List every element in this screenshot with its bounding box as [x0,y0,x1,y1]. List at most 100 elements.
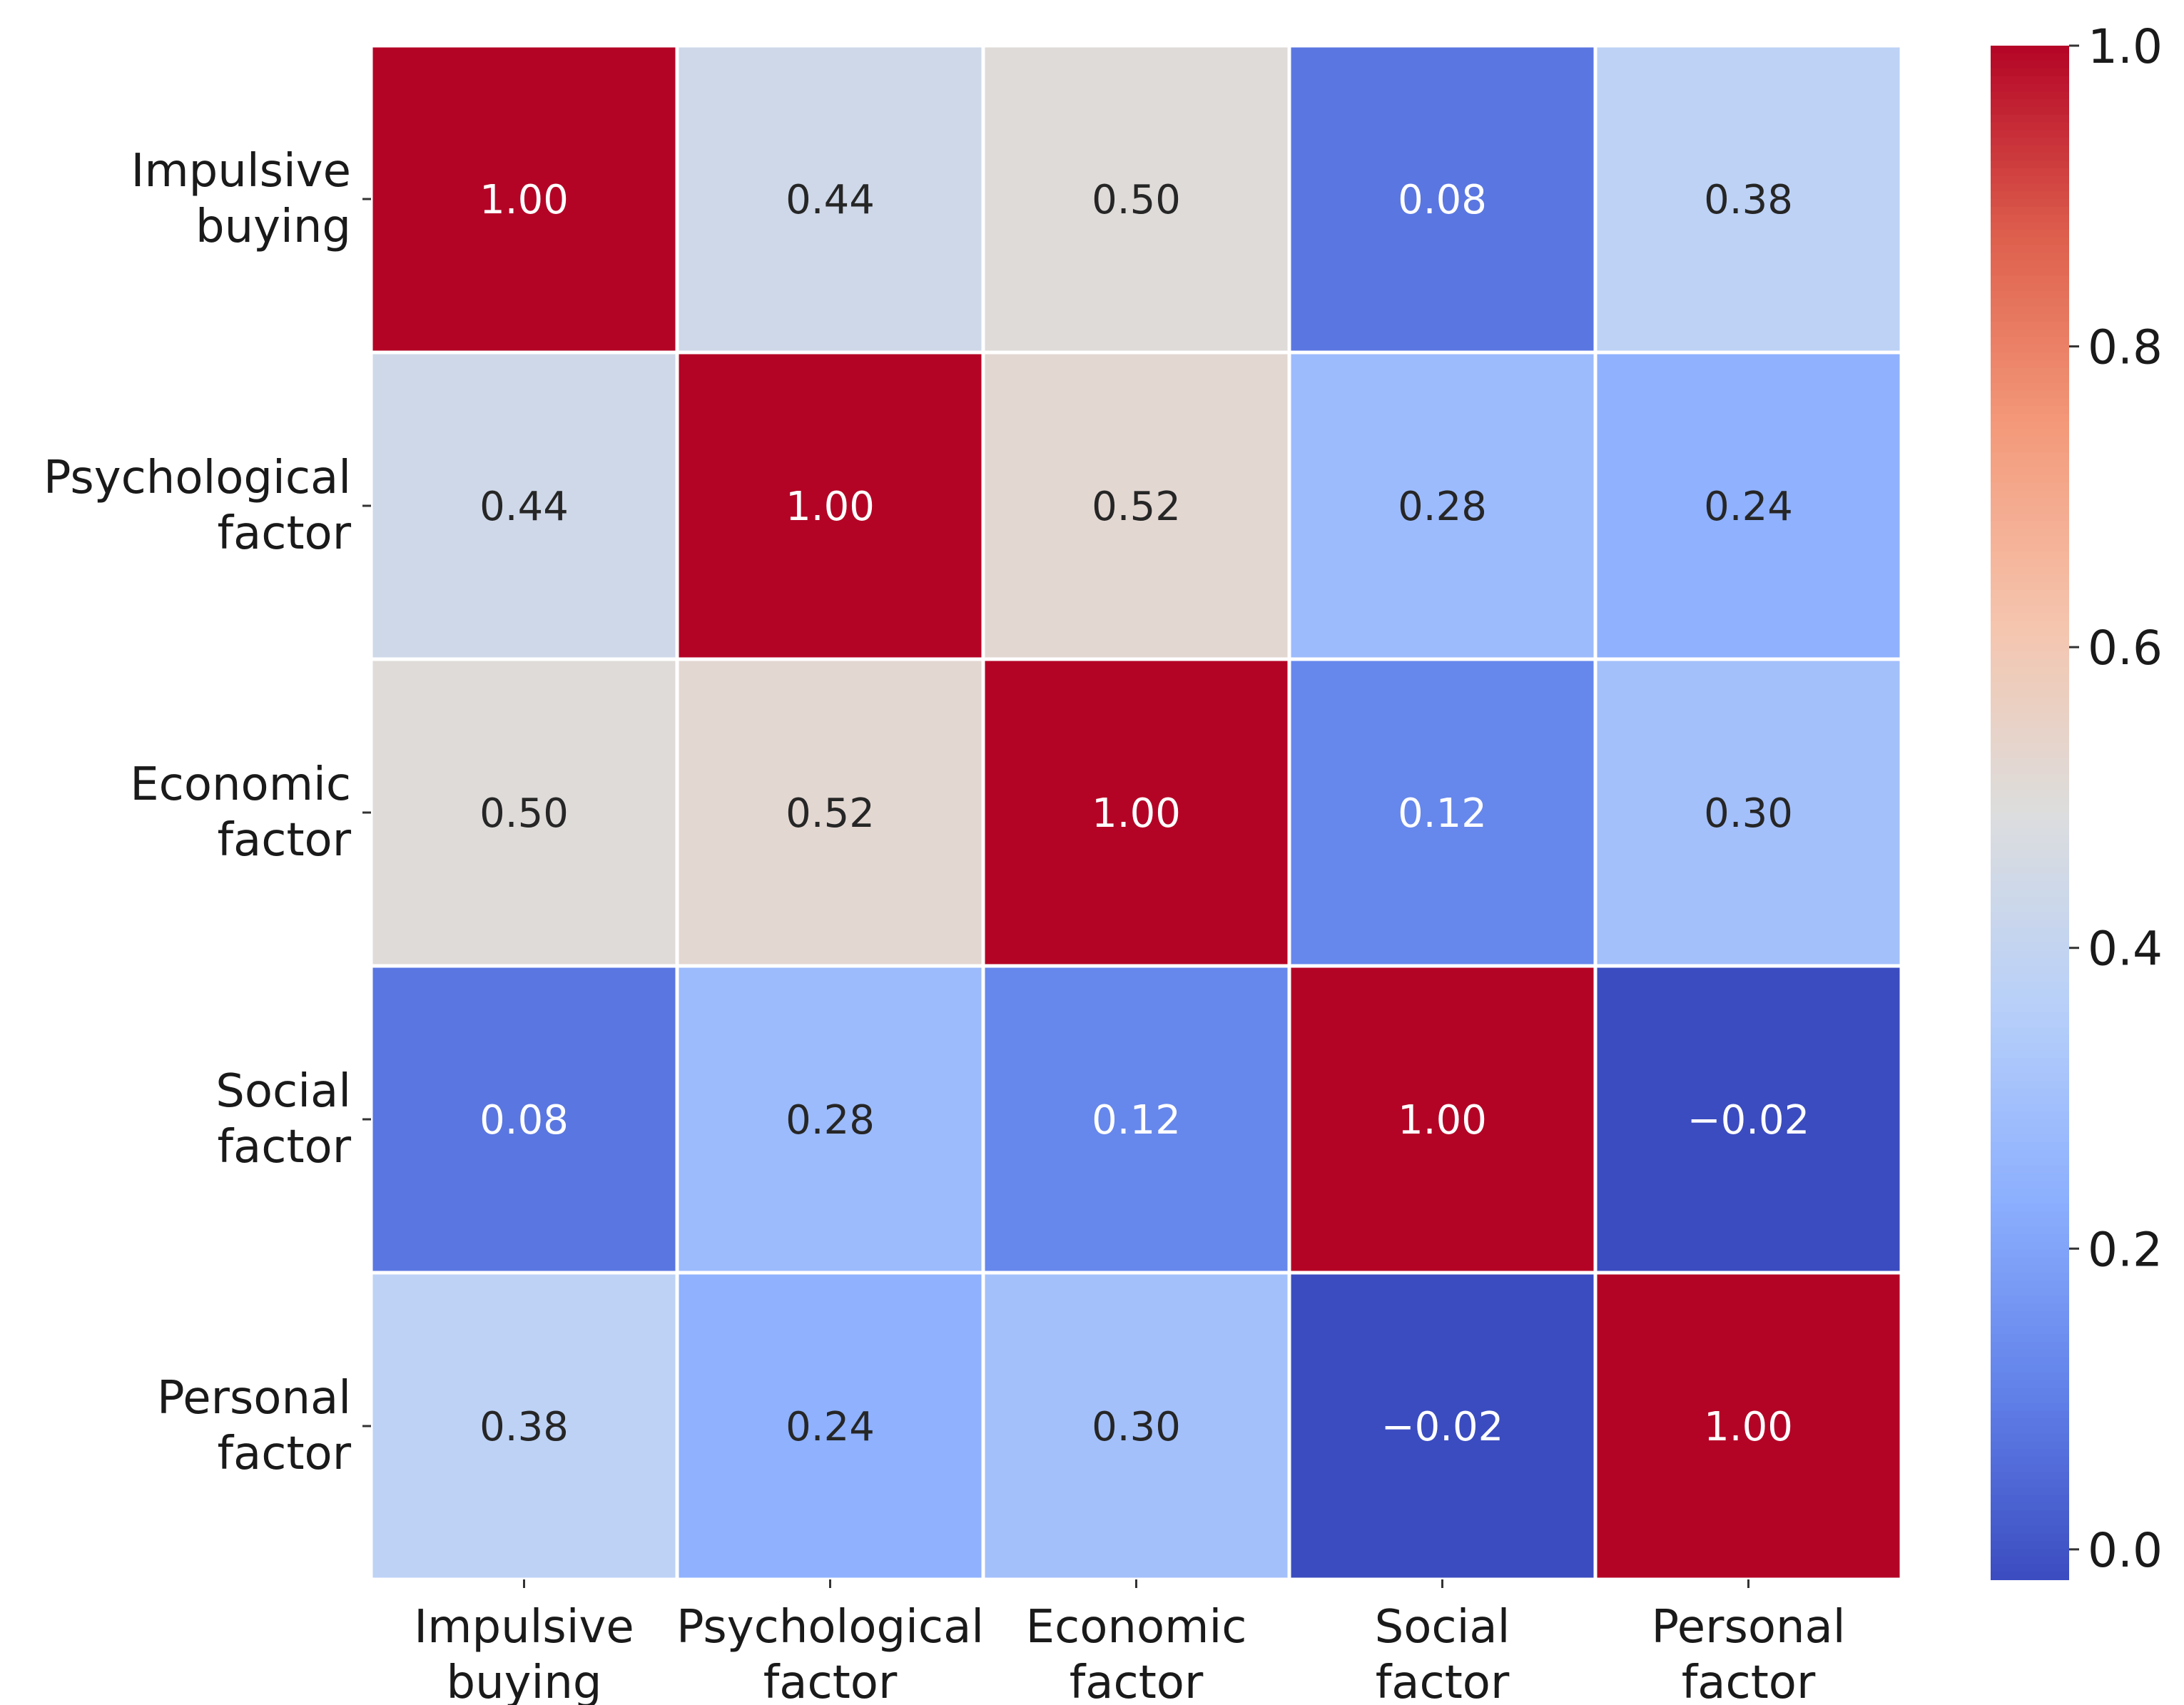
cell-value-label: 0.24 [786,1404,875,1450]
heatmap-cell-r0-c1 [675,44,985,355]
heatmap-cell-r3-c4 [1593,964,1904,1275]
colorbar-gradient-slice [1991,1257,2069,1266]
colorbar-gradient-slice [1991,314,2069,322]
colorbar-gradient-slice [1991,942,2069,952]
colorbar-gradient-slice [1991,237,2069,246]
heatmap-cell-r4-c2 [981,1271,1291,1582]
cell-value-label: 0.08 [479,1097,569,1144]
colorbar-gradient-slice [1991,1303,2069,1312]
colorbar-gradient-slice [1991,582,2069,591]
colorbar-gradient-slice [1991,1365,2069,1373]
colorbar-gradient-slice [1991,268,2069,277]
cell-value-label: 0.28 [786,1097,875,1144]
colorbar-gradient-slice [1991,1134,2069,1144]
colorbar-gradient-slice [1991,1273,2069,1281]
colorbar-gradient-slice [1991,1019,2069,1028]
heatmap-cell-r4-c1 [675,1271,985,1582]
heatmap-cell-r3-c3 [1287,964,1598,1275]
colorbar-gradient-slice [1991,1395,2069,1404]
colorbar-gradient-slice [1991,820,2069,829]
colorbar-gradient-slice [1991,1288,2069,1297]
colorbar-gradient-slice [1991,352,2069,361]
colorbar-gradient-slice [1991,1334,2069,1343]
colorbar-gradient-slice [1991,843,2069,852]
colorbar-gradient-slice [1991,1433,2069,1442]
colorbar-gradient-slice [1991,1173,2069,1181]
colorbar-gradient-slice [1991,981,2069,990]
colorbar-gradient-slice [1991,1518,2069,1527]
colorbar-gradient-slice [1991,1249,2069,1258]
y-tick-label: Impulsive buying [131,145,351,253]
x-tick-label: Social factor [1375,1601,1510,1705]
heatmap-cell-r4-c0 [369,1271,679,1582]
colorbar-gradient-slice [1991,1318,2069,1328]
y-tick-label-line: Personal [157,1372,351,1425]
colorbar-gradient-slice [1991,736,2069,745]
colorbar-gradient-slice [1991,253,2069,261]
colorbar-gradient-slice [1991,161,2069,169]
colorbar-gradient-slice [1991,1027,2069,1036]
colorbar-gradient-slice [1991,1081,2069,1089]
colorbar-gradient-slice [1991,1073,2069,1082]
colorbar-gradient-slice [1991,1111,2069,1120]
colorbar-gradient-slice [1991,114,2069,123]
x-tick-label-line: factor [1070,1656,1204,1705]
cell-value-label: 0.38 [1704,177,1793,223]
colorbar-gradient-slice [1991,1181,2069,1189]
colorbar-gradient-slice [1991,1157,2069,1166]
colorbar-gradient-slice [1991,168,2069,177]
colorbar-gradient-slice [1991,574,2069,584]
colorbar-gradient-slice [1991,1326,2069,1335]
colorbar-gradient-slice [1991,283,2069,292]
cell-value-label: 0.12 [1092,1097,1181,1144]
cell-value-label: 1.00 [1398,1097,1487,1144]
cell-value-label: 0.50 [479,790,569,837]
colorbar-gradient-slice [1991,598,2069,606]
colorbar-gradient-slice [1991,905,2069,913]
colorbar-gradient-slice [1991,1380,2069,1389]
colorbar-gradient-slice [1991,414,2069,422]
colorbar-gradient-slice [1991,245,2069,254]
colorbar-gradient-slice [1991,628,2069,637]
colorbar-gradient-slice [1991,950,2069,960]
colorbar-gradient-slice [1991,973,2069,982]
heatmap-cell-r3-c2 [981,964,1291,1275]
colorbar-gradient-slice [1991,199,2069,208]
heatmap-cell-r3-c1 [675,964,985,1275]
heatmap-cell-r2-c3 [1287,657,1598,968]
colorbar-tick-label: 1.0 [2088,19,2163,74]
heatmap-cell-r0-c2 [981,44,1291,355]
colorbar-gradient-slice [1991,230,2069,238]
heatmap-cell-r0-c4 [1593,44,1904,355]
colorbar-gradient-slice [1991,621,2069,629]
x-tick-label-line: Social [1375,1601,1510,1654]
colorbar-tick-label: 0.0 [2088,1523,2163,1578]
colorbar-gradient-slice [1991,774,2069,783]
colorbar-gradient-slice [1991,1480,2069,1488]
colorbar-gradient-slice [1991,751,2069,760]
y-tick-label: Personal factor [157,1372,352,1480]
colorbar-gradient-slice [1991,175,2069,185]
colorbar-gradient-slice [1991,782,2069,790]
colorbar-gradient-slice [1991,874,2069,882]
colorbar-gradient-slice [1991,459,2069,469]
colorbar-gradient-slice [1991,506,2069,514]
colorbar-gradient-slice [1991,1012,2069,1021]
colorbar-gradient-slice [1991,1242,2069,1251]
colorbar-gradient-slice [1991,666,2069,676]
cell-value-label: 1.00 [1704,1404,1793,1450]
x-tick-label-line: Economic [1026,1601,1247,1654]
colorbar-gradient-slice [1991,1388,2069,1396]
colorbar-gradient-slice [1991,1004,2069,1013]
colorbar-gradient-slice [1991,1357,2069,1365]
colorbar-gradient-slice [1991,214,2069,223]
colorbar-gradient-slice [1991,337,2069,346]
colorbar-gradient-slice [1991,758,2069,768]
x-tick-label: Impulsive buying [414,1601,634,1705]
colorbar-gradient-slice [1991,529,2069,537]
cell-value-label: 0.50 [1092,177,1181,223]
colorbar-gradient-slice [1991,206,2069,215]
colorbar-gradient-slice [1991,713,2069,721]
cell-value-label: 1.00 [786,484,875,530]
